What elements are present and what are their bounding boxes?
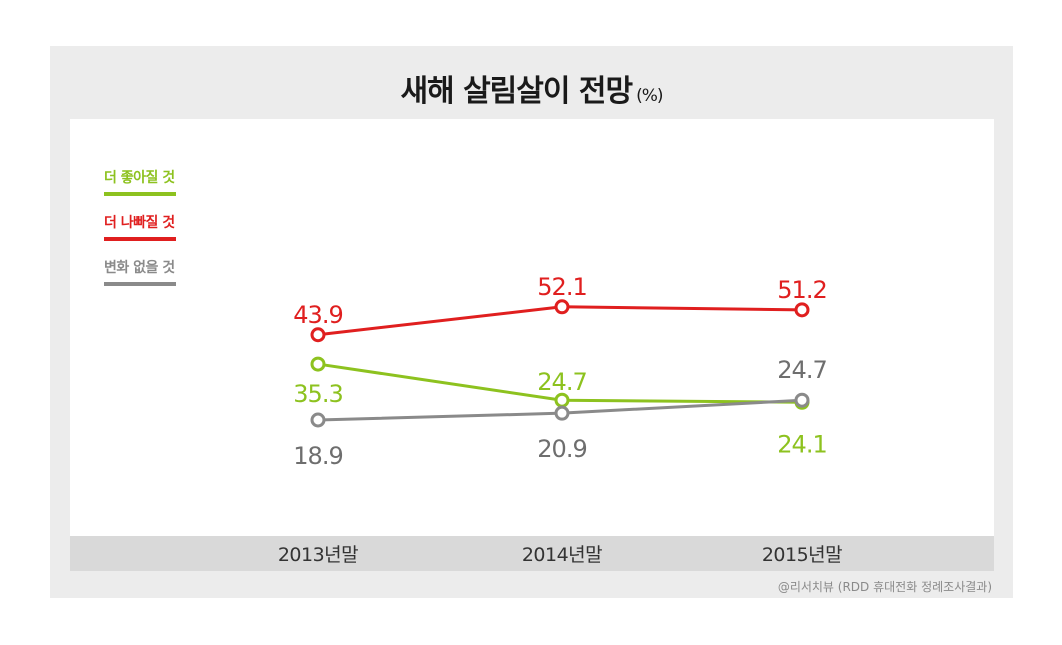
legend-swatch-worse <box>104 237 176 241</box>
data-point-better-0 <box>310 356 326 372</box>
data-label-better-0: 35.3 <box>293 380 342 408</box>
x-axis-band <box>70 536 994 571</box>
data-point-worse-1 <box>554 299 570 315</box>
data-point-nochange-1 <box>554 405 570 421</box>
data-point-worse-0 <box>310 327 326 343</box>
legend-item-better: 더 좋아질 것 <box>104 167 176 196</box>
legend-swatch-better <box>104 192 176 196</box>
x-tick-label-2013: 2013년말 <box>277 544 359 566</box>
data-point-nochange-2 <box>794 392 810 408</box>
data-label-better-1: 24.7 <box>537 368 586 396</box>
plot-area <box>70 119 994 536</box>
x-tick-label-2014: 2014년말 <box>521 544 603 566</box>
source-note: @리서치뷰 (RDD 휴대전화 정례조사결과) <box>777 580 992 594</box>
legend-label-nochange: 변화 없을 것 <box>104 260 175 276</box>
x-tick-label-2015: 2015년말 <box>761 544 843 566</box>
legend-item-worse: 더 나빠질 것 <box>104 212 176 241</box>
chart-title-unit: (%) <box>636 86 663 106</box>
legend-label-worse: 더 나빠질 것 <box>104 215 175 231</box>
data-label-worse-2: 51.2 <box>777 276 826 304</box>
data-label-nochange-1: 20.9 <box>537 435 586 463</box>
data-label-worse-1: 52.1 <box>537 273 586 301</box>
legend-label-better: 더 좋아질 것 <box>104 170 175 186</box>
legend-item-nochange: 변화 없을 것 <box>104 257 176 286</box>
chart-title-text: 새해 살림살이 전망 <box>400 74 633 109</box>
data-label-nochange-2: 24.7 <box>777 356 826 384</box>
data-point-worse-2 <box>794 302 810 318</box>
data-label-better-2: 24.1 <box>777 430 826 458</box>
data-label-nochange-0: 18.9 <box>293 442 342 470</box>
chart-title: 새해 살림살이 전망 (%) <box>50 66 1013 110</box>
data-label-worse-0: 43.9 <box>293 301 342 329</box>
data-point-nochange-0 <box>310 412 326 428</box>
legend-swatch-nochange <box>104 282 176 286</box>
